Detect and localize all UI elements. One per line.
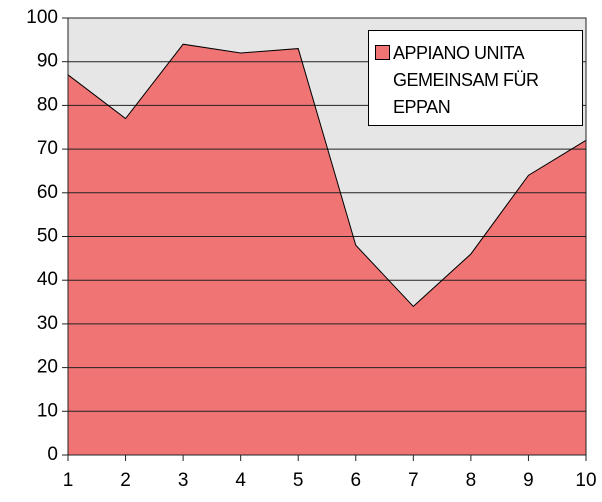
y-tick-label: 30 (37, 313, 58, 334)
y-tick-label: 50 (37, 226, 58, 247)
y-tick-label: 80 (37, 94, 58, 115)
x-tick-label: 4 (235, 470, 246, 491)
legend-label: APPIANO UNITA GEMEINSAM FÜR EPPAN (393, 43, 539, 117)
x-tick-label: 3 (178, 470, 189, 491)
y-tick-label: 40 (37, 269, 58, 290)
x-tick-label: 7 (408, 470, 419, 491)
y-tick-label: 70 (37, 138, 58, 159)
y-tick-label: 20 (37, 357, 58, 378)
x-tick-label: 1 (63, 470, 74, 491)
y-tick-label: 90 (37, 51, 58, 72)
x-tick-label: 6 (350, 470, 361, 491)
y-tick-label: 60 (37, 182, 58, 203)
legend: APPIANO UNITA GEMEINSAM FÜR EPPAN (368, 30, 583, 126)
x-tick-label: 10 (575, 470, 596, 491)
y-tick-label: 10 (37, 400, 58, 421)
x-tick-label: 9 (523, 470, 534, 491)
y-tick-label: 100 (26, 7, 58, 28)
area-fill (68, 44, 586, 455)
x-tick-label: 8 (466, 470, 477, 491)
x-tick-label: 5 (293, 470, 304, 491)
y-tick-label: 0 (47, 444, 58, 465)
area-line (67, 43, 587, 308)
plot-frame (67, 17, 587, 456)
legend-swatch (375, 45, 390, 60)
x-tick-label: 2 (120, 470, 131, 491)
